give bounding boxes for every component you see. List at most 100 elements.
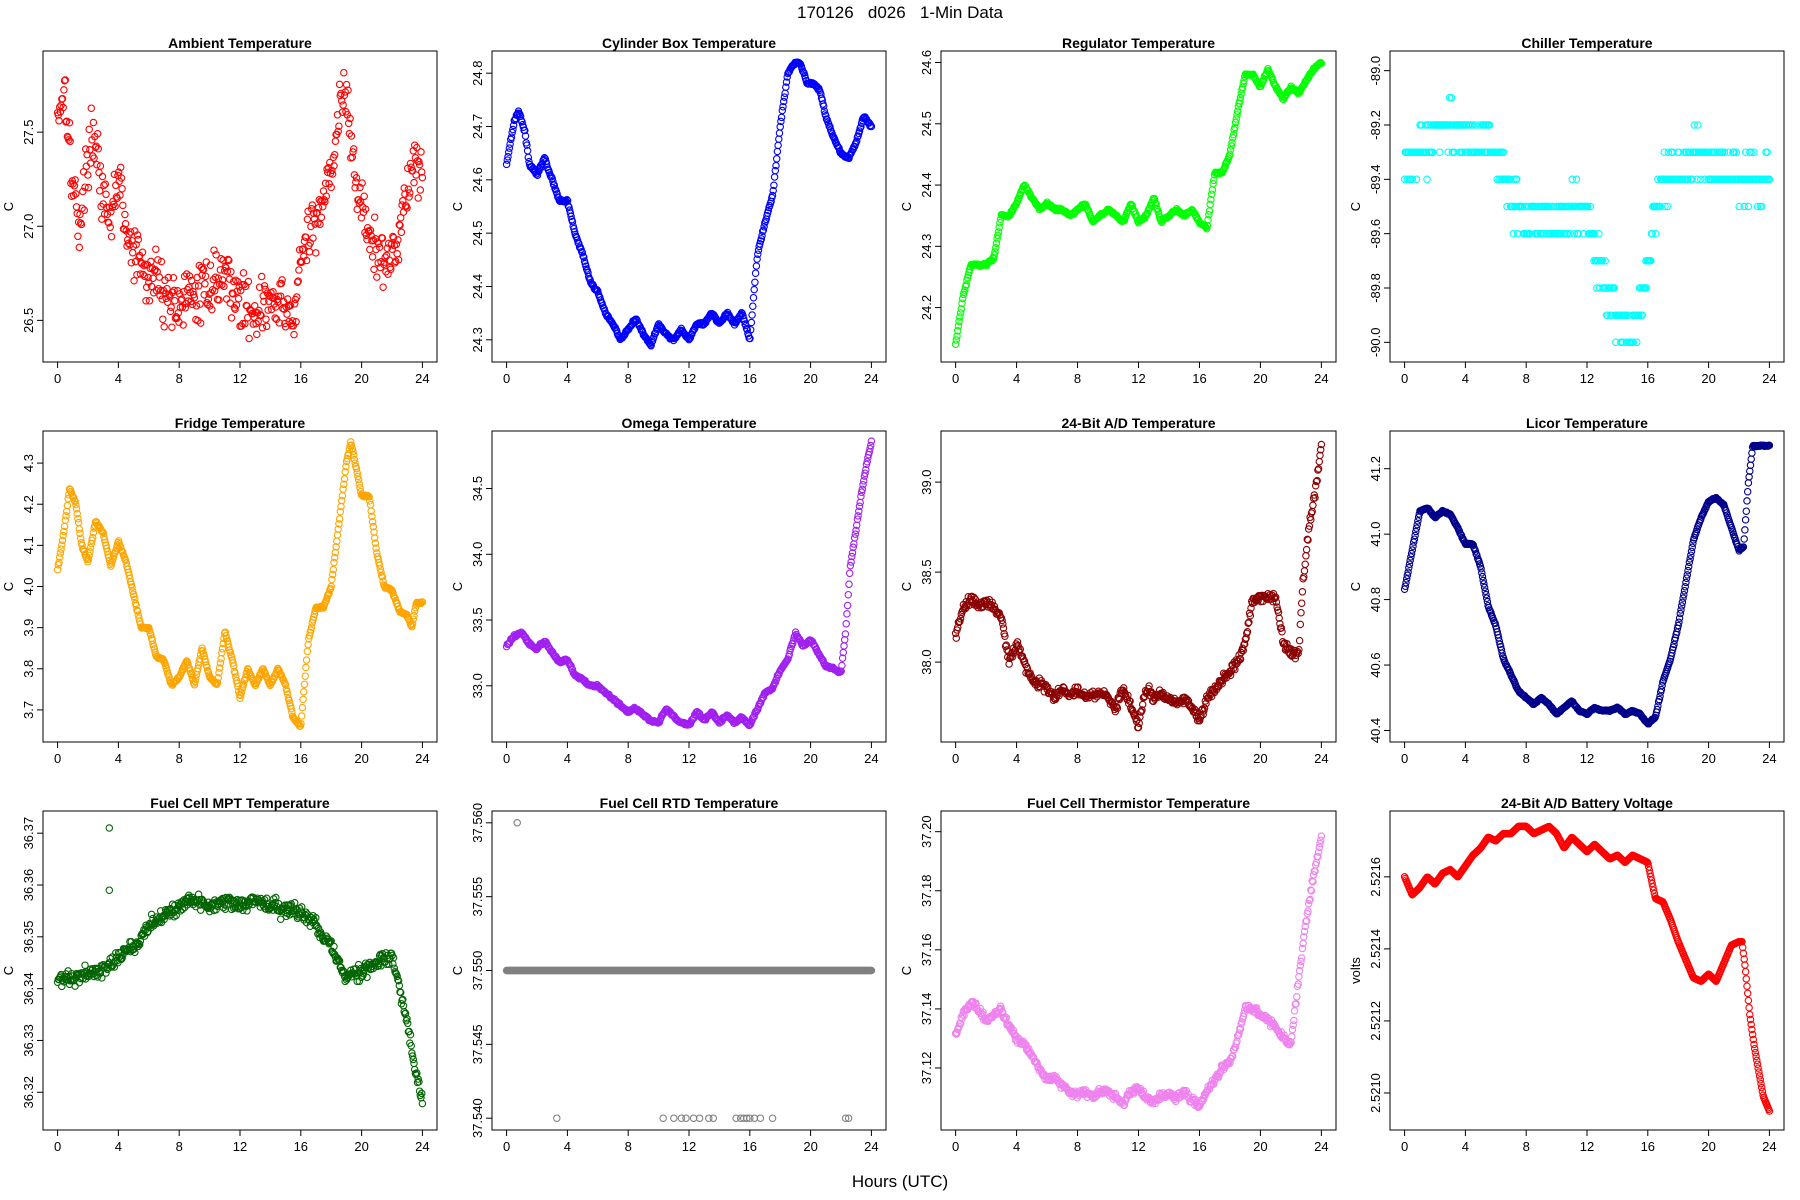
panel-chiller-temperature-point <box>1610 284 1619 292</box>
panel-fuel-cell-mpt-temperature-point <box>363 973 371 982</box>
panel-cylinder-box-temperature-point <box>742 321 750 330</box>
panel-fridge-temperature-point <box>74 518 83 527</box>
panel-cylinder-box-temperature-point <box>523 141 531 149</box>
panel-fuel-cell-mpt-temperature-point <box>415 1078 423 1086</box>
panel-ambient-temperature-point <box>89 118 98 127</box>
panel-cylinder-box-temperature-point <box>749 293 758 302</box>
panel-fridge-temperature-point <box>70 496 79 505</box>
panel-cylinder-box-temperature-point <box>740 317 749 325</box>
panel-chiller-temperature-point <box>1661 202 1669 211</box>
panel-fuel-cell-rtd-temperature-y-tick-label: 37.555 <box>470 877 485 917</box>
panel-ambient-temperature-point <box>305 247 314 256</box>
panel-chiller-temperature-point <box>1629 338 1638 347</box>
panel-ambient-temperature-point <box>412 171 420 179</box>
panel-ambient-temperature-point <box>255 306 263 315</box>
panel-fridge-temperature-point <box>351 459 359 467</box>
panel-fuel-cell-mpt-temperature-point <box>75 978 84 987</box>
panel-licor-temperature-point <box>1739 543 1748 551</box>
panel-fridge-temperature-point <box>85 551 93 560</box>
panel-regulator-temperature-point <box>954 322 963 330</box>
panel-ambient-temperature-point <box>154 256 162 264</box>
panel-ambient-temperature-point <box>144 273 152 282</box>
panel-ambient-temperature-point <box>85 125 93 134</box>
panel-licor-temperature-point <box>1744 479 1753 487</box>
panel-regulator-temperature-point <box>1202 224 1211 233</box>
panel-fridge-temperature-point <box>130 592 138 601</box>
panel-ambient-temperature-point <box>116 191 124 199</box>
panel-cylinder-box-temperature-x-tick-label: 20 <box>803 371 817 386</box>
panel-fridge-temperature-point <box>192 674 200 683</box>
panel-fridge-temperature-point <box>262 672 270 681</box>
panel-fridge-temperature-point <box>369 522 378 531</box>
panel-fridge-temperature-point <box>349 451 358 459</box>
panel-cylinder-box-temperature-point <box>519 123 528 131</box>
panel-fuel-cell-rtd-temperature-y-tick-label: 37.545 <box>470 1024 485 1064</box>
panel-ambient-temperature-point <box>196 319 205 327</box>
panel-fridge-temperature-point <box>355 480 364 488</box>
panel-24-bit-a-d-temperature-point <box>1317 440 1326 449</box>
panel-cylinder-box-temperature-point <box>769 186 777 195</box>
panel-licor-temperature-point <box>1676 609 1685 618</box>
panel-fuel-cell-mpt-temperature-point <box>160 915 168 924</box>
panel-omega-temperature-x-tick-label: 24 <box>864 751 878 766</box>
panel-omega-temperature-series <box>502 437 876 730</box>
panel-fridge-temperature-point <box>97 526 105 535</box>
panel-regulator-temperature-point <box>994 228 1003 236</box>
panel-24-bit-a-d-temperature-point <box>1311 481 1320 490</box>
panel-omega-temperature-point <box>848 549 857 557</box>
panel-fridge-temperature-point <box>281 680 290 689</box>
panel-fridge-temperature-point <box>165 673 173 681</box>
panel-regulator-temperature-point <box>1205 207 1214 215</box>
panel-ambient-temperature-point <box>254 317 262 326</box>
panel-cylinder-box-temperature-point <box>859 114 867 123</box>
panel-24-bit-a-d-temperature-point <box>1191 708 1200 716</box>
panel-fridge-temperature-point <box>356 484 364 492</box>
panel-regulator-temperature-y-tick-label: 24.3 <box>919 234 934 259</box>
panel-chiller-temperature-point <box>1513 175 1521 184</box>
panel-fridge-temperature-y-tick-label: 3.7 <box>21 701 36 719</box>
panel-licor-temperature-point <box>1407 553 1415 561</box>
panel-regulator-temperature-point <box>989 255 998 263</box>
panel-24-bit-a-d-temperature-point <box>1002 641 1011 649</box>
panel-chiller-temperature-x-tick-label: 24 <box>1762 371 1776 386</box>
panel-fuel-cell-mpt-temperature-point <box>136 937 145 945</box>
panel-ambient-temperature-point <box>375 243 384 251</box>
panel-omega-temperature-plot-frame <box>491 430 887 743</box>
panel-licor-temperature-point <box>1679 594 1687 602</box>
panel-ambient-temperature-point <box>126 228 135 236</box>
panel-ambient-temperature-point <box>74 232 82 241</box>
panel-ambient-temperature-point <box>313 208 321 217</box>
panel-ambient-temperature-point <box>107 232 116 241</box>
panel-licor-temperature-point <box>1402 575 1411 583</box>
panel-fuel-cell-mpt-temperature-point <box>102 969 110 977</box>
panel-regulator-temperature-point <box>952 336 961 344</box>
panel-chiller-temperature-point <box>1753 202 1762 211</box>
panel-chiller-temperature-point <box>1694 121 1702 129</box>
panel-24-bit-a-d-temperature-point <box>952 634 961 642</box>
panel-ambient-temperature-point <box>169 273 178 282</box>
panel-24-bit-a-d-temperature-point <box>990 602 999 611</box>
panel-ambient-temperature-point <box>151 266 159 274</box>
panel-omega-temperature-point <box>846 561 855 570</box>
panel-fridge-temperature-point <box>375 561 384 569</box>
panel-fuel-cell-mpt-temperature-point <box>312 914 320 922</box>
panel-fridge-temperature-point <box>74 514 82 523</box>
panel-licor-temperature-y-axis-label: C <box>1348 582 1363 591</box>
panel-ambient-temperature-point <box>303 215 312 224</box>
panel-licor-temperature-x-tick-label: 16 <box>1641 751 1655 766</box>
panel-fridge-temperature-point <box>237 688 246 697</box>
panel-licor-temperature-point <box>1741 516 1750 524</box>
panel-fridge-temperature-point <box>71 497 79 506</box>
panel-fridge-temperature-point <box>229 662 238 670</box>
panel-fridge-temperature-point <box>73 509 81 518</box>
panel-chiller-temperature-y-tick-label: -89.8 <box>1368 273 1383 303</box>
panel-ambient-temperature-point <box>400 184 408 192</box>
panel-chiller-temperature-point <box>1693 175 1701 184</box>
panel-chiller-temperature-point <box>1696 175 1705 184</box>
panel-omega-temperature-point <box>840 642 848 650</box>
panel-fridge-temperature-point <box>125 571 133 579</box>
panel-ambient-temperature-point <box>410 178 418 187</box>
panel-chiller-temperature-point <box>1713 148 1722 156</box>
panel-ambient-temperature-point <box>330 162 338 170</box>
panel-licor-temperature-point <box>1683 571 1692 579</box>
